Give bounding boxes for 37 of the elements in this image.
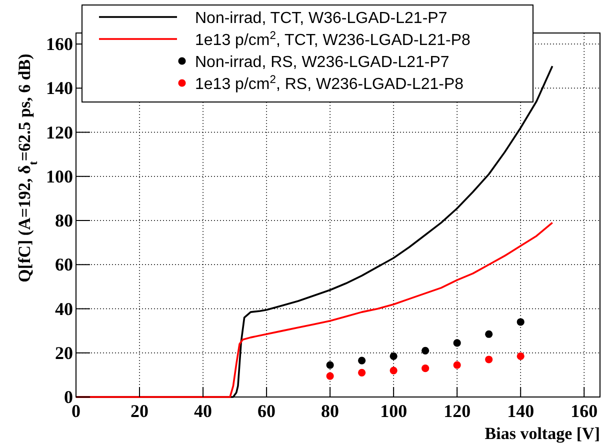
y-tick-label: 0 [64,387,73,407]
point [516,318,524,326]
y-tick-label: 80 [55,210,73,231]
legend-label: 1e13 p/cm$^{2}$, RS, W236-LGAD-L21-P8 [195,74,464,93]
point [422,346,430,354]
point [453,361,461,369]
x-tick-label: 40 [194,401,212,421]
x-tick-label: 80 [321,401,340,421]
x-tick-label: 120 [444,401,471,421]
point [485,330,493,338]
point [516,352,524,360]
x-tick-label: 100 [380,401,408,421]
point [453,339,461,347]
x-tick-label: 160 [570,401,598,421]
point [326,372,334,380]
y-tick-label: 120 [46,122,73,142]
x-tick-label: 20 [130,401,149,421]
point [326,361,334,369]
legend-label: Non-irrad, RS, W236-LGAD-L21-P7 [195,54,450,71]
y-tick-label: 140 [46,78,73,98]
line-series [75,222,554,398]
point [390,366,398,374]
point [390,352,398,360]
point [422,364,430,372]
point [358,368,366,377]
y-tick-label: 20 [55,342,73,363]
y-tick-label: 60 [55,254,73,275]
point [358,356,366,364]
y-tick-label: 160 [46,34,73,54]
y-tick-label: 40 [55,298,73,319]
x-tick-label: 140 [507,401,534,421]
x-tick-label: 60 [258,401,276,421]
y-tick-label: 100 [46,166,73,186]
legend-label: 1e13 p/cm$^{2}$, TCT, W236-LGAD-L21-P8 [195,30,470,49]
point [485,356,493,364]
legend-label: Non-irrad, TCT, W36-LGAD-L21-P7 [195,10,448,27]
x-axis-title: Bias voltage [V] [484,424,600,443]
